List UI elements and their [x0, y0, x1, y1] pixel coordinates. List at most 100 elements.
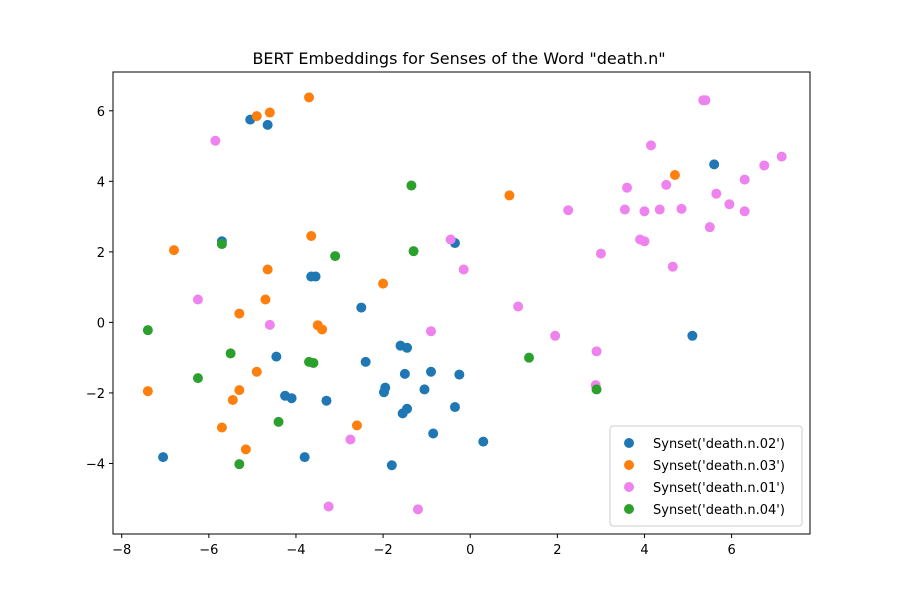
data-point-series-2: [234, 385, 245, 396]
data-point-series-3: [345, 434, 356, 445]
data-point-series-2: [234, 308, 245, 319]
data-point-series-4: [330, 251, 341, 262]
x-tick-label: −4: [286, 543, 305, 558]
data-point-series-1: [399, 368, 410, 379]
data-point-series-3: [700, 95, 711, 106]
data-point-series-1: [386, 460, 397, 471]
legend-marker: [624, 504, 634, 514]
x-tick-label: 2: [553, 543, 561, 558]
data-points: [142, 92, 787, 515]
x-tick-label: 6: [727, 543, 735, 558]
data-point-series-3: [622, 182, 633, 193]
x-tick-label: −6: [199, 543, 218, 558]
x-tick-label: −8: [112, 543, 131, 558]
data-point-series-1: [299, 452, 310, 463]
x-tick-label: 0: [466, 543, 474, 558]
y-tick-label: −2: [86, 387, 105, 402]
data-point-series-2: [351, 420, 362, 431]
data-point-series-3: [426, 326, 437, 337]
data-point-series-3: [513, 301, 524, 312]
data-point-series-3: [550, 330, 561, 341]
data-point-series-2: [669, 169, 680, 180]
data-point-series-2: [262, 264, 273, 275]
data-point-series-1: [426, 366, 437, 377]
data-point-series-3: [639, 206, 650, 217]
data-point-series-1: [454, 369, 465, 380]
data-point-series-2: [142, 386, 153, 397]
data-point-series-1: [687, 330, 698, 341]
legend-marker: [624, 438, 634, 448]
data-point-series-3: [724, 199, 735, 210]
x-tick-label: 4: [640, 543, 648, 558]
data-point-series-2: [251, 111, 262, 122]
legend-entry-label: Synset('death.n.04'): [653, 503, 785, 518]
data-point-series-3: [704, 222, 715, 233]
legend: Synset('death.n.02') Synset('death.n.03')…: [609, 425, 803, 527]
data-point-series-2: [317, 324, 328, 335]
y-tick-label: 0: [97, 316, 105, 331]
data-point-series-1: [321, 395, 332, 406]
data-point-series-4: [192, 373, 203, 384]
data-point-series-2: [168, 245, 179, 256]
data-point-series-2: [251, 366, 262, 377]
data-point-series-3: [192, 294, 203, 305]
data-point-series-2: [306, 230, 317, 241]
y-tick-label: 2: [97, 246, 105, 261]
legend-entry-label: Synset('death.n.02'): [653, 437, 785, 452]
data-point-series-4: [591, 384, 602, 395]
legend-marker: [624, 482, 634, 492]
data-point-series-2: [264, 107, 275, 118]
data-point-series-3: [412, 504, 423, 515]
data-point-series-3: [711, 188, 722, 199]
data-point-series-3: [445, 234, 456, 245]
data-point-series-3: [654, 204, 665, 215]
data-point-series-1: [428, 428, 439, 439]
data-point-series-1: [310, 271, 321, 282]
data-point-series-3: [759, 160, 770, 171]
data-point-series-4: [308, 357, 319, 368]
data-point-series-3: [639, 236, 650, 247]
data-point-series-1: [449, 402, 460, 413]
data-point-series-1: [262, 119, 273, 130]
data-point-series-1: [397, 408, 408, 419]
data-point-series-2: [378, 278, 389, 289]
data-point-series-3: [661, 179, 672, 190]
data-point-series-4: [142, 325, 153, 336]
axes-frame: [112, 71, 811, 535]
data-point-series-2: [504, 190, 515, 201]
data-point-series-4: [524, 352, 535, 363]
y-tick-label: 4: [97, 175, 105, 190]
data-point-series-4: [408, 246, 419, 257]
data-point-series-4: [406, 180, 417, 191]
legend-entry-label: Synset('death.n.01'): [653, 481, 785, 496]
data-point-series-1: [709, 159, 720, 170]
y-tick-label: −4: [86, 457, 105, 472]
data-point-series-1: [402, 342, 413, 353]
data-point-series-1: [378, 387, 389, 398]
data-point-series-1: [286, 393, 297, 404]
data-point-series-3: [595, 248, 606, 259]
plot-area: −8 −6 −4 −2 0 2 4 6 −4 −2 0 2 4 6: [86, 71, 811, 558]
data-point-series-3: [645, 140, 656, 151]
data-point-series-3: [619, 204, 630, 215]
data-point-series-3: [563, 205, 574, 216]
data-point-series-4: [216, 239, 227, 250]
data-point-series-3: [458, 264, 469, 275]
data-point-series-2: [216, 422, 227, 433]
data-point-series-2: [260, 294, 271, 305]
data-point-series-4: [273, 416, 284, 427]
chart-title: BERT Embeddings for Senses of the Word "…: [252, 49, 665, 68]
data-point-series-4: [225, 348, 236, 359]
data-point-series-3: [210, 135, 221, 146]
data-point-series-2: [304, 92, 315, 103]
data-point-series-1: [356, 302, 367, 313]
data-point-series-4: [234, 459, 245, 470]
x-tick-label: −2: [374, 543, 393, 558]
data-point-series-3: [739, 206, 750, 217]
data-point-series-3: [739, 174, 750, 185]
data-point-series-1: [360, 356, 371, 367]
data-point-series-2: [227, 394, 238, 405]
legend-box: [609, 425, 803, 527]
data-point-series-1: [158, 452, 169, 463]
